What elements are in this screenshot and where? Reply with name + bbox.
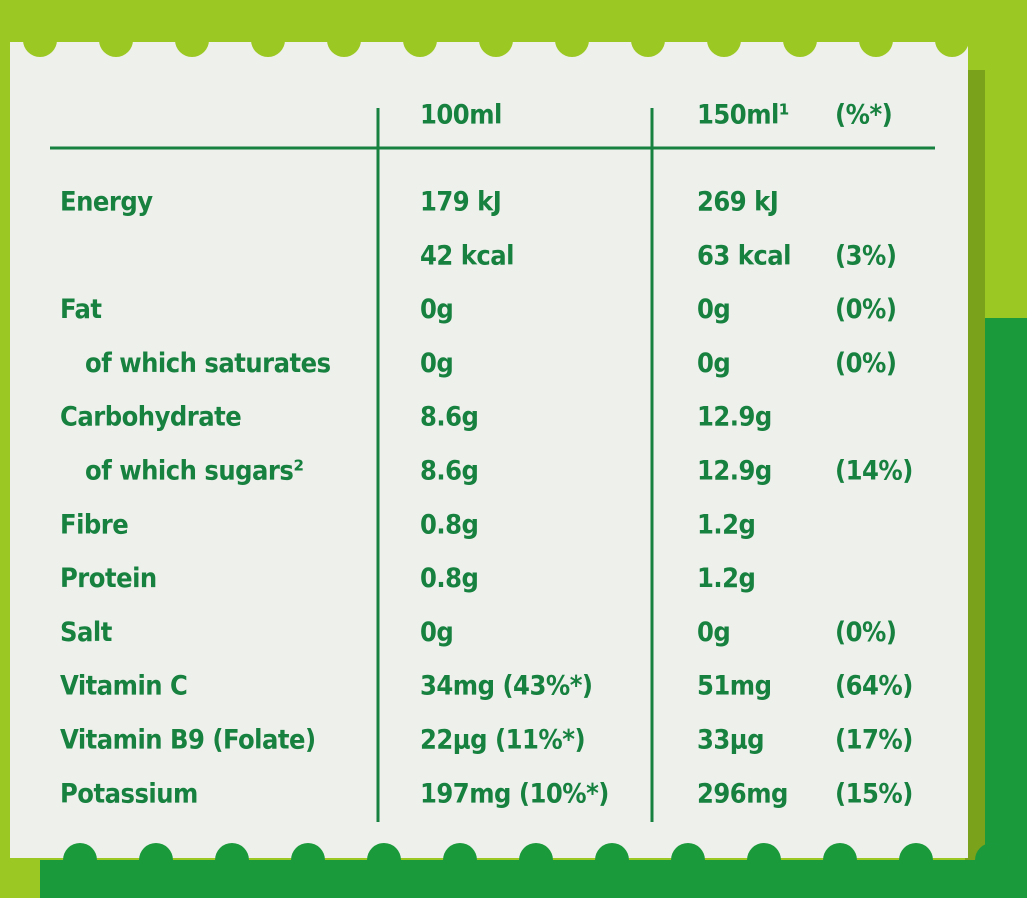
- nutrient-name: Energy: [60, 187, 153, 218]
- scallop: [975, 843, 1009, 877]
- scallops: [23, 23, 1009, 877]
- nutrient-name: Potassium: [60, 778, 198, 809]
- scallop: [139, 843, 173, 877]
- scallop: [707, 23, 741, 57]
- scallop: [823, 843, 857, 877]
- nutrient-value: (17%): [835, 725, 913, 756]
- nutrient-value: 34mg (43%*): [420, 671, 593, 702]
- column-header: 100ml: [420, 100, 502, 131]
- nutrient-name: Vitamin C: [60, 671, 187, 702]
- nutrient-value: 0.8g: [420, 563, 478, 594]
- nutrient-value: 179 kJ: [420, 187, 501, 218]
- nutrient-value: 12.9g: [697, 402, 772, 433]
- nutrient-value: 0.8g: [420, 509, 478, 540]
- scallop: [327, 23, 361, 57]
- nutrient-value: (0%): [835, 294, 896, 325]
- nutrient-value: 8.6g: [420, 456, 478, 487]
- nutrient-value: 42 kcal: [420, 240, 514, 271]
- nutrient-value: 33µg: [697, 725, 764, 756]
- scallop: [747, 843, 781, 877]
- scallop: [595, 843, 629, 877]
- nutrient-value: 0g: [420, 617, 453, 648]
- scallop: [175, 23, 209, 57]
- nutrient-name: Carbohydrate: [60, 402, 241, 433]
- nutrient-value: (0%): [835, 348, 896, 379]
- nutrient-value: (15%): [835, 778, 913, 809]
- nutrient-name: of which saturates: [85, 348, 331, 379]
- nutrient-value: 51mg: [697, 671, 772, 702]
- scallop: [519, 843, 553, 877]
- nutrient-value: 63 kcal: [697, 240, 791, 271]
- nutrient-name: Protein: [60, 563, 157, 594]
- scallop: [403, 23, 437, 57]
- nutrient-value: (14%): [835, 456, 913, 487]
- nutrient-value: 0g: [420, 348, 453, 379]
- scallop: [367, 843, 401, 877]
- nutrient-value: 8.6g: [420, 402, 478, 433]
- nutrient-value: 1.2g: [697, 509, 755, 540]
- nutrient-value: 0g: [697, 294, 730, 325]
- card: [10, 42, 968, 858]
- nutrient-value: 12.9g: [697, 456, 772, 487]
- nutrient-name: Fat: [60, 294, 102, 325]
- scallop: [783, 23, 817, 57]
- scallop: [479, 23, 513, 57]
- shadow: [965, 70, 985, 860]
- nutrient-value: 1.2g: [697, 563, 755, 594]
- scallop: [23, 23, 57, 57]
- scallop: [671, 843, 705, 877]
- scallop: [291, 843, 325, 877]
- nutrient-value: 22µg (11%*): [420, 725, 585, 756]
- scallop: [631, 23, 665, 57]
- scallop: [443, 843, 477, 877]
- scallop: [899, 843, 933, 877]
- nutrient-value: 0g: [697, 617, 730, 648]
- nutrient-value: (64%): [835, 671, 913, 702]
- scallop: [859, 23, 893, 57]
- scallop: [935, 23, 969, 57]
- nutrient-value: 0g: [420, 294, 453, 325]
- column-header: (%*): [835, 100, 892, 131]
- column-header: 150ml¹: [697, 100, 789, 131]
- nutrient-value: 197mg (10%*): [420, 778, 609, 809]
- nutrient-name: of which sugars²: [85, 456, 304, 487]
- nutrient-value: 0g: [697, 348, 730, 379]
- nutrient-value: 296mg: [697, 778, 788, 809]
- scallop: [251, 23, 285, 57]
- scallop: [555, 23, 589, 57]
- nutrient-name: Salt: [60, 617, 113, 648]
- scallop: [215, 843, 249, 877]
- nutrient-value: (3%): [835, 240, 896, 271]
- nutrient-value: (0%): [835, 617, 896, 648]
- scallop: [63, 843, 97, 877]
- scallop: [99, 23, 133, 57]
- nutrient-value: 269 kJ: [697, 187, 778, 218]
- nutrient-name: Vitamin B9 (Folate): [60, 725, 316, 756]
- nutrient-name: Fibre: [60, 509, 128, 540]
